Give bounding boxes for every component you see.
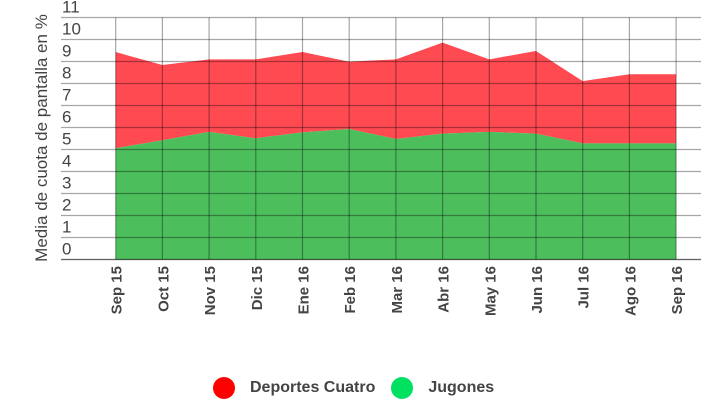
legend-item-jugones[interactable]: Jugones <box>391 377 510 399</box>
y-tick-label: 0 <box>62 239 71 258</box>
y-tick-label: 6 <box>62 107 71 126</box>
x-tick-label: Feb 16 <box>342 266 359 314</box>
y-tick-label: 2 <box>62 195 71 214</box>
x-tick-label: Oct 15 <box>155 266 172 312</box>
y-tick-label: 4 <box>62 151 71 170</box>
legend-item-deportes-cuatro[interactable]: Deportes Cuatro <box>213 377 391 399</box>
gridlines <box>61 16 701 261</box>
x-tick-label: Abr 16 <box>436 266 453 313</box>
y-tick-label: 1 <box>62 217 71 236</box>
plot-areas <box>115 42 677 260</box>
x-tick-label: Nov 15 <box>202 266 219 315</box>
legend-dot-red-icon <box>213 377 235 399</box>
y-axis-tick-labels: 0 1 2 3 4 5 6 7 8 9 10 11 <box>62 0 81 258</box>
legend-label: Jugones <box>428 379 495 396</box>
x-tick-label: Sep 16 <box>669 266 686 314</box>
y-tick-label: 9 <box>62 41 71 60</box>
area-deportes-cuatro <box>115 42 677 149</box>
y-tick-label: 8 <box>62 63 71 82</box>
x-tick-label: May 16 <box>482 266 499 316</box>
y-axis-title: Media de cuota de pantalla en % <box>32 14 51 262</box>
y-tick-label: 3 <box>62 173 71 192</box>
x-tick-label: Ene 16 <box>296 266 313 314</box>
legend: Deportes Cuatro Jugones <box>213 377 510 399</box>
x-tick-label: Ago 16 <box>622 266 639 316</box>
x-tick-label: Jun 16 <box>529 266 546 314</box>
y-tick-label: 7 <box>62 85 71 104</box>
y-tick-label: 5 <box>62 129 71 148</box>
y-tick-label: 10 <box>62 19 81 38</box>
x-tick-label: Mar 16 <box>389 266 406 314</box>
x-tick-label: Sep 15 <box>109 266 126 314</box>
y-tick-label: 11 <box>62 0 80 16</box>
x-tick-label: Jul 16 <box>576 266 593 309</box>
x-tick-label: Dic 15 <box>249 266 266 310</box>
x-axis-tick-labels: Sep 15 Oct 15 Nov 15 Dic 15 Ene 16 Feb 16 Mar … <box>109 266 686 316</box>
legend-label: Deportes Cuatro <box>250 379 376 396</box>
area-jugones <box>115 129 677 260</box>
legend-dot-green-icon <box>391 377 414 399</box>
